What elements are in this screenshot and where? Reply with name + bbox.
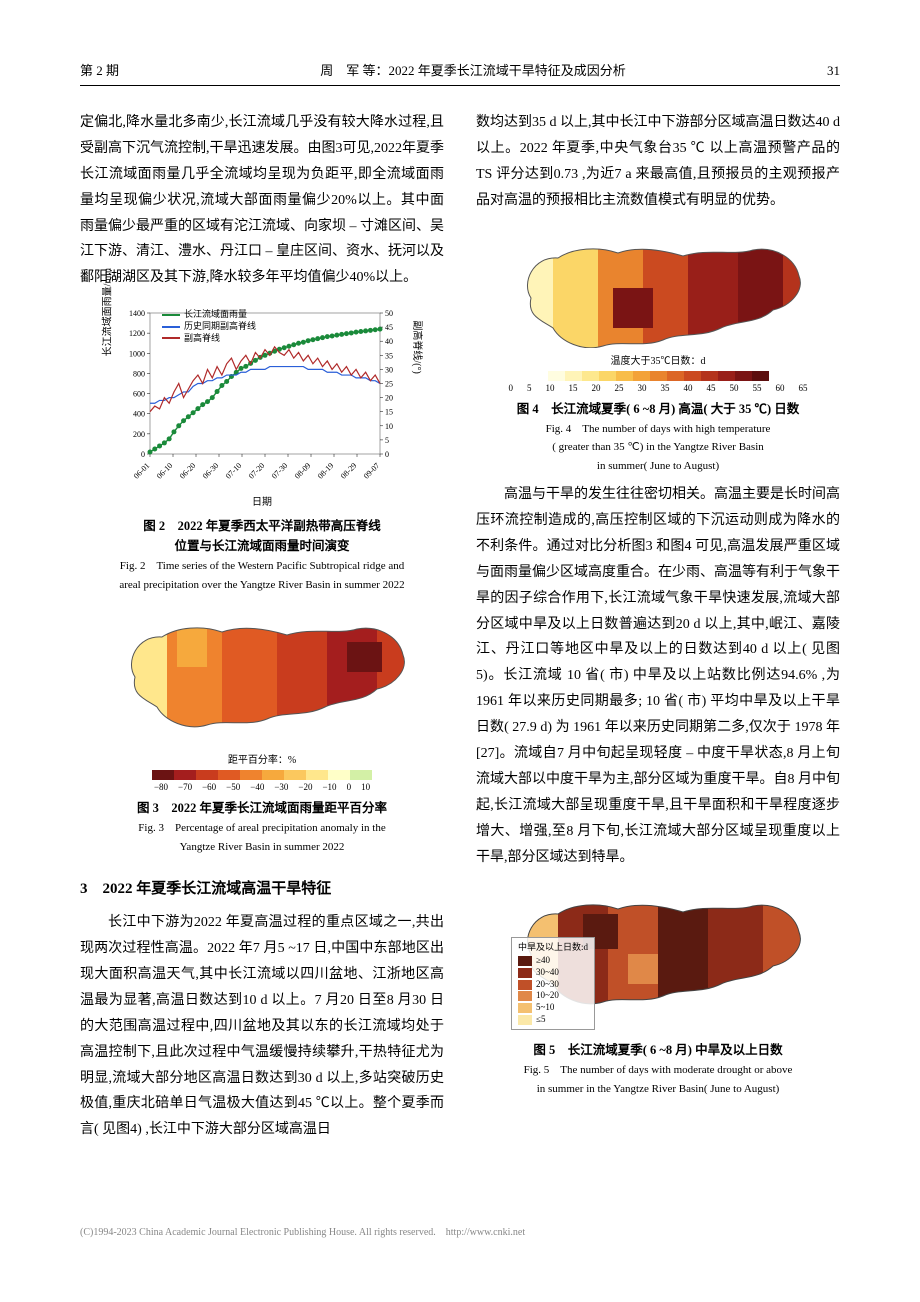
fig5-caption-cn: 图 5 长江流域夏季( 6 ~8 月) 中旱及以上日数 xyxy=(476,1040,840,1060)
svg-text:30: 30 xyxy=(385,366,393,375)
svg-text:09-07: 09-07 xyxy=(362,461,382,480)
figure-4: 温度大于35℃日数：d 05101520253035404550556065 图… xyxy=(476,228,840,475)
two-column-layout: 定偏北,降水量北多南少,长江流域几乎没有较大降水过程,且受副高下沉气流控制,干旱… xyxy=(80,110,840,1143)
svg-text:40: 40 xyxy=(385,337,393,346)
figure-3: 距平百分率：% −80−70−60−50−40−30−20−10010 图 3 … xyxy=(80,607,444,855)
fig5-caption-en-1: Fig. 5 The number of days with moderate … xyxy=(476,1062,840,1079)
fig2-legend-hist: 历史同期副高脊线 xyxy=(162,321,256,333)
fig4-color-scale xyxy=(476,371,840,381)
svg-text:08-09: 08-09 xyxy=(293,461,313,480)
fig2-caption-en-1: Fig. 2 Time series of the Western Pacifi… xyxy=(80,558,444,575)
fig2-x-label: 日期 xyxy=(252,493,272,508)
page-number: 31 xyxy=(827,63,840,79)
svg-text:06-01: 06-01 xyxy=(132,461,152,480)
fig3-color-scale xyxy=(80,770,444,780)
svg-text:25: 25 xyxy=(385,380,393,389)
svg-text:35: 35 xyxy=(385,352,393,361)
right-para-2: 高温与干旱的发生往往密切相关。高温主要是长时间高压环流控制造成的,高压控制区域的… xyxy=(476,482,840,870)
fig4-scale-label: 温度大于35℃日数：d xyxy=(476,352,840,367)
left-para-2: 长江中下游为2022 年夏高温过程的重点区域之一,共出现两次过程性高温。2022… xyxy=(80,910,444,1143)
fig2-caption-en-2: areal precipitation over the Yangtze Riv… xyxy=(80,577,444,594)
left-para-1: 定偏北,降水量北多南少,长江流域几乎没有较大降水过程,且受副高下沉气流控制,干旱… xyxy=(80,110,444,291)
fig4-caption-en-3: in summer( June to August) xyxy=(476,458,840,475)
fig4-caption-cn: 图 4 长江流域夏季( 6 ~8 月) 高温( 大于 35 ℃) 日数 xyxy=(476,399,840,419)
fig3-scale-labels: −80−70−60−50−40−30−20−10010 xyxy=(80,782,444,792)
fig2-legend-ridge: 副高脊线 xyxy=(162,333,256,345)
svg-text:0: 0 xyxy=(385,450,389,459)
svg-text:45: 45 xyxy=(385,323,393,332)
fig2-chart: 0 200 400 600 800 1000 1200 1400 0 5 10 15 20 25 30 35 4… xyxy=(112,305,412,480)
left-column: 定偏北,降水量北多南少,长江流域几乎没有较大降水过程,且受副高下沉气流控制,干旱… xyxy=(80,110,444,1143)
fig4-caption-en-2: ( greater than 35 ℃) in the Yangtze Rive… xyxy=(476,439,840,456)
fig3-caption-en-1: Fig. 3 Percentage of areal precipitation… xyxy=(80,820,444,837)
svg-text:15: 15 xyxy=(385,408,393,417)
fig3-caption-cn: 图 3 2022 年夏季长江流域面雨量距平百分率 xyxy=(80,798,444,818)
page-header: 第 2 期 周 军 等：2022 年夏季长江流域干旱特征及成因分析 31 xyxy=(80,60,840,86)
svg-text:1000: 1000 xyxy=(129,350,145,359)
svg-text:06-20: 06-20 xyxy=(178,461,198,480)
svg-text:08-29: 08-29 xyxy=(339,461,359,480)
fig4-map xyxy=(503,228,813,348)
running-title: 周 军 等：2022 年夏季长江流域干旱特征及成因分析 xyxy=(320,60,626,79)
paper-page: 第 2 期 周 军 等：2022 年夏季长江流域干旱特征及成因分析 31 定偏北… xyxy=(0,0,920,1183)
fig5-legend-title: 中旱及以上日数:d xyxy=(518,942,588,954)
fig5-legend-box: 中旱及以上日数:d ≥4030~4020~3010~205~10≤5 xyxy=(511,937,595,1031)
svg-text:07-20: 07-20 xyxy=(247,461,267,480)
svg-text:200: 200 xyxy=(133,430,145,439)
right-column: 数均达到35 d 以上,其中长江中下游部分区域高温日数达40 d 以上。2022… xyxy=(476,110,840,1143)
fig3-scale-label: 距平百分率：% xyxy=(80,751,444,766)
svg-text:10: 10 xyxy=(385,422,393,431)
page-footer: (C)1994-2023 China Academic Journal Elec… xyxy=(0,1223,920,1258)
fig2-caption-cn: 图 2 2022 年夏季西太平洋副热带高压脊线 位置与长江流域面雨量时间演变 xyxy=(80,516,444,556)
svg-text:08-19: 08-19 xyxy=(316,461,336,480)
svg-text:600: 600 xyxy=(133,390,145,399)
fig2-legend: 长江流域面雨量 历史同期副高脊线 副高脊线 xyxy=(162,309,256,344)
issue-label: 第 2 期 xyxy=(80,60,119,79)
figure-5: 中旱及以上日数:d ≥4030~4020~3010~205~10≤5 图 5 长… xyxy=(476,884,840,1097)
svg-text:20: 20 xyxy=(385,394,393,403)
svg-text:07-30: 07-30 xyxy=(270,461,290,480)
fig5-caption-en-2: in summer in the Yangtze River Basin( Ju… xyxy=(476,1081,840,1098)
fig3-map xyxy=(107,607,417,747)
svg-text:0: 0 xyxy=(141,450,145,459)
section-3-title: 3 2022 年夏季长江流域高温干旱特征 xyxy=(80,877,444,898)
svg-text:1400: 1400 xyxy=(129,309,145,318)
fig5-map: 中旱及以上日数:d ≥4030~4020~3010~205~10≤5 xyxy=(503,884,813,1034)
svg-text:50: 50 xyxy=(385,309,393,318)
svg-text:06-30: 06-30 xyxy=(201,461,221,480)
fig4-caption-en-1: Fig. 4 The number of days with high temp… xyxy=(476,421,840,438)
fig4-scale-labels: 05101520253035404550556065 xyxy=(476,383,840,393)
svg-text:400: 400 xyxy=(133,410,145,419)
fig2-legend-rain: 长江流域面雨量 xyxy=(162,309,256,321)
svg-text:5: 5 xyxy=(385,436,389,445)
right-para-1: 数均达到35 d 以上,其中长江中下游部分区域高温日数达40 d 以上。2022… xyxy=(476,110,840,214)
fig2-y2-label: 副高脊线/(°) xyxy=(411,320,426,373)
svg-text:800: 800 xyxy=(133,370,145,379)
fig3-caption-en-2: Yangtze River Basin in summer 2022 xyxy=(80,839,444,856)
svg-text:07-10: 07-10 xyxy=(224,461,244,480)
fig2-y1-label: 长江流域面雨量/mm xyxy=(99,268,114,356)
svg-text:1200: 1200 xyxy=(129,329,145,338)
svg-text:06-10: 06-10 xyxy=(155,461,175,480)
figure-2: 0 200 400 600 800 1000 1200 1400 0 5 10 15 20 25 30 35 4… xyxy=(80,305,444,593)
